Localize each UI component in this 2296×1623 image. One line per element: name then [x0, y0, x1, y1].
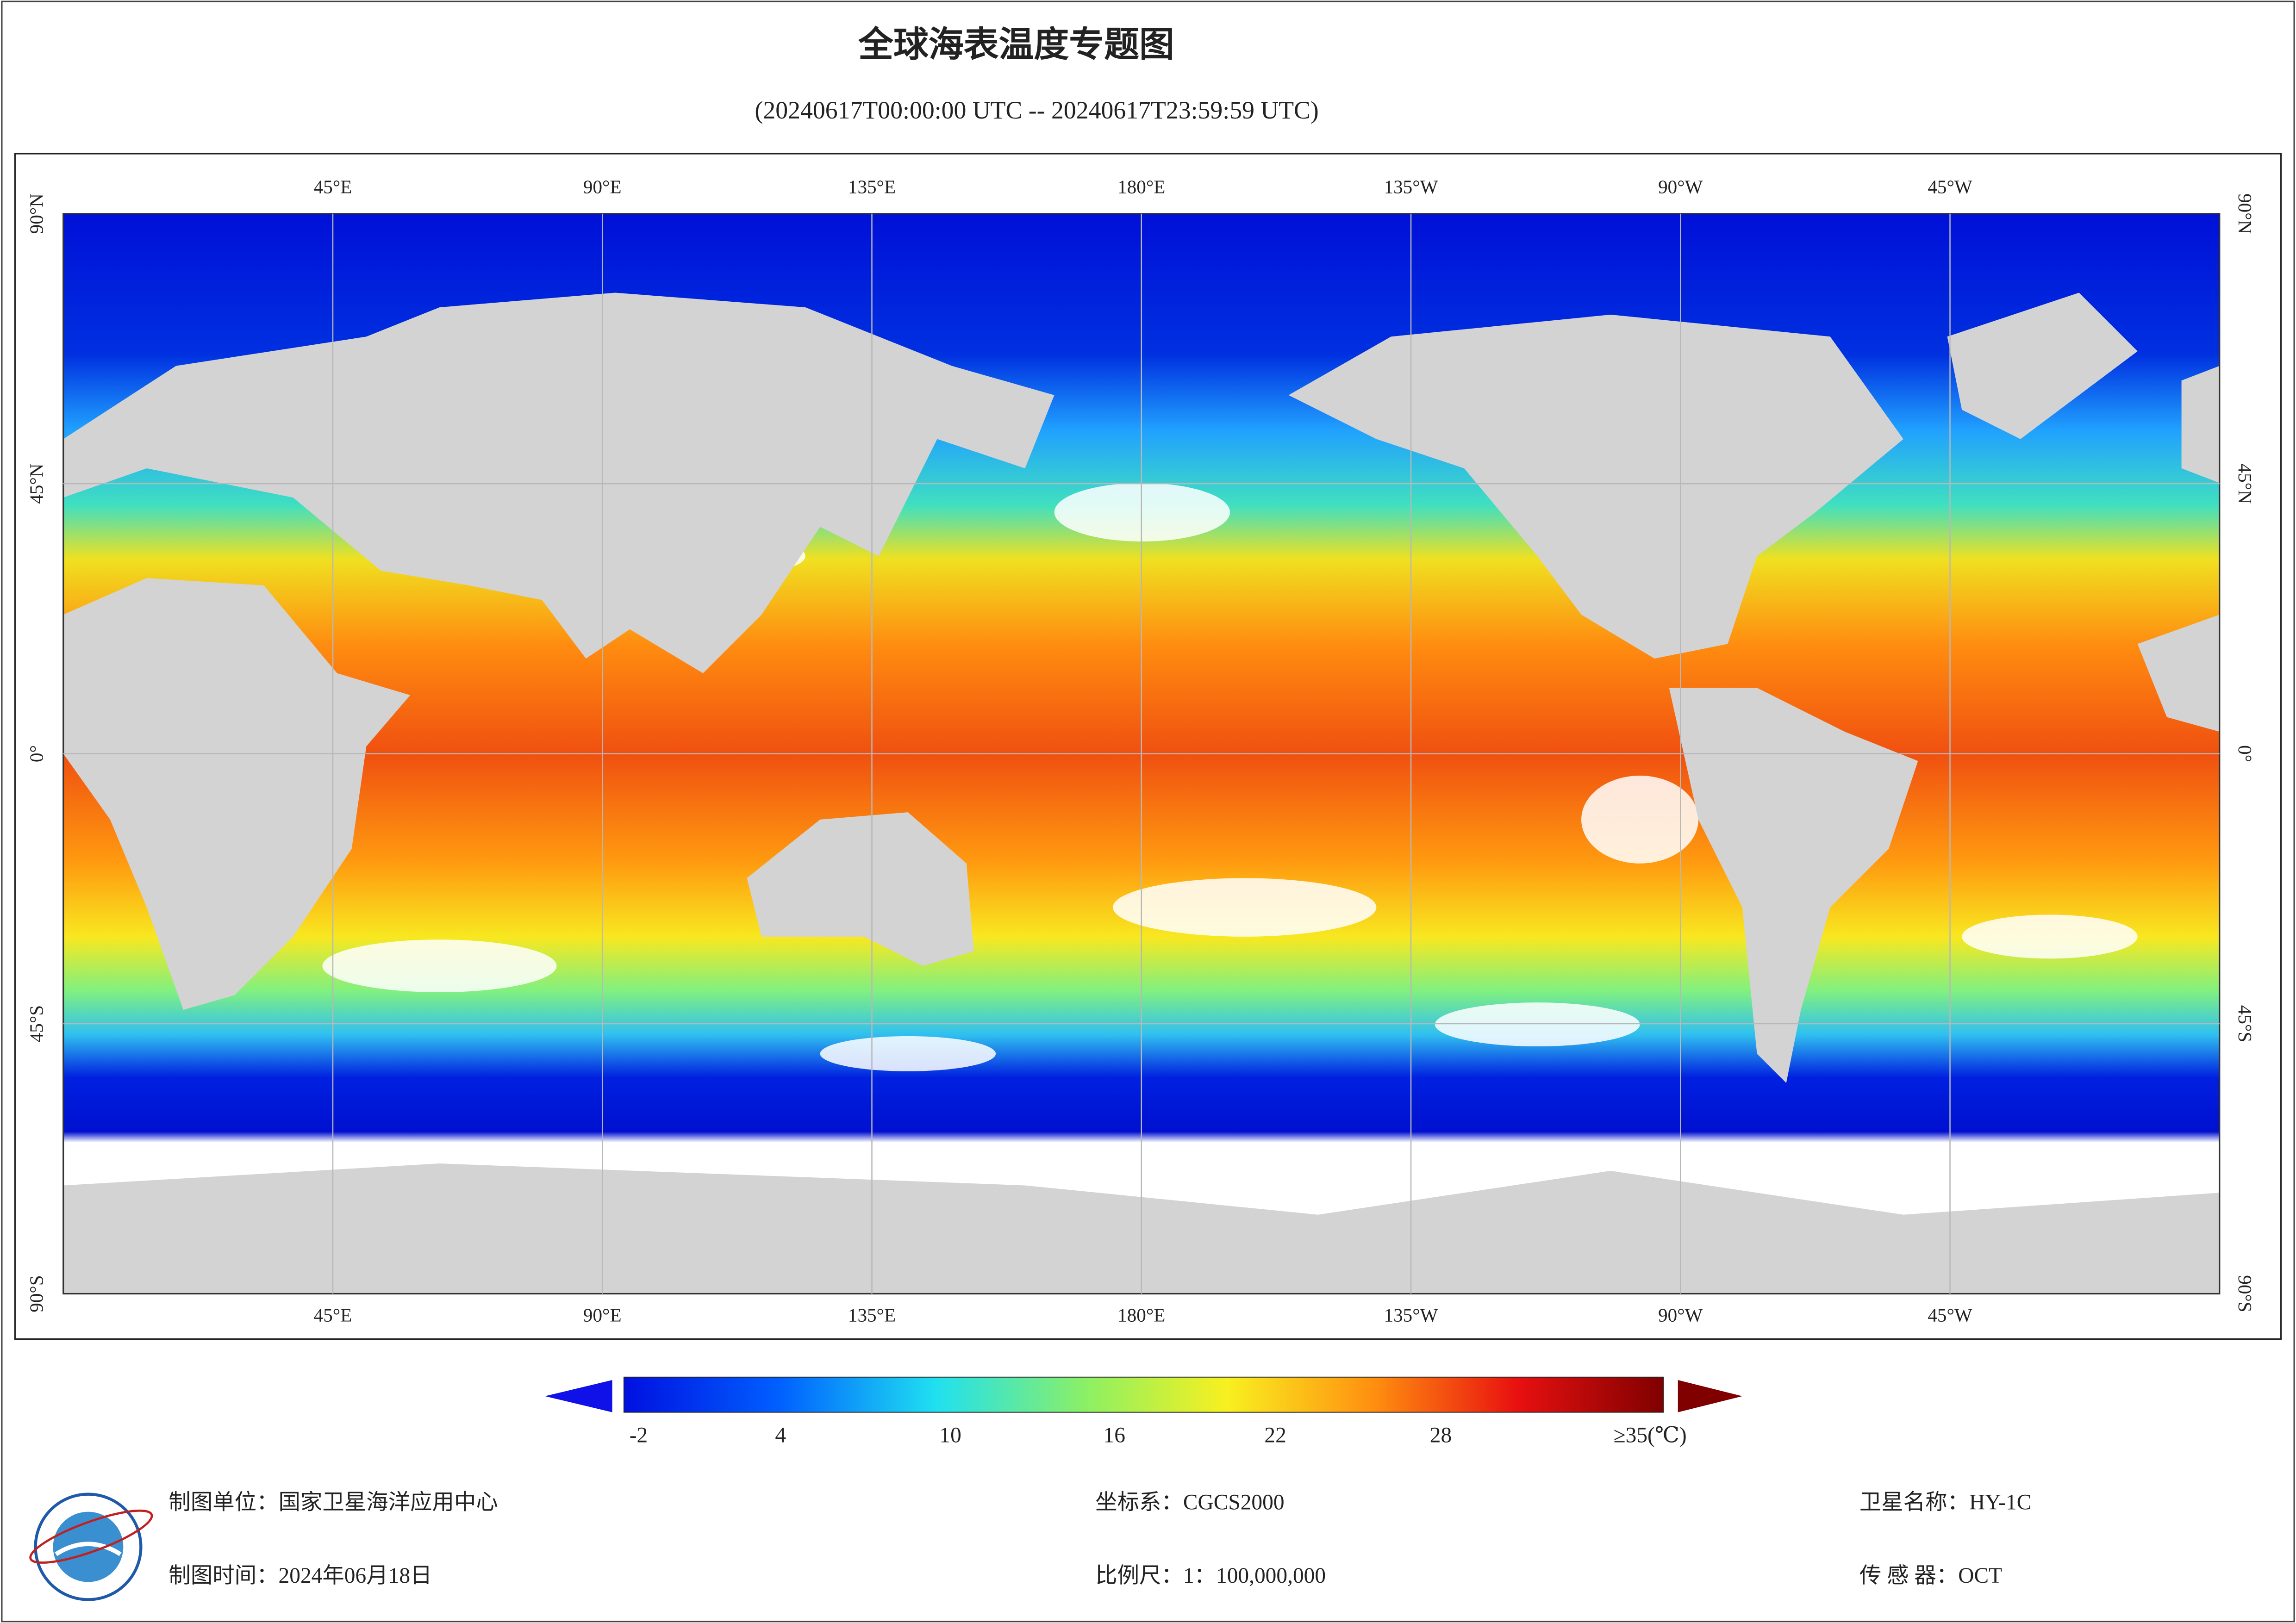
footer-unit: 制图单位：国家卫星海洋应用中心 — [168, 1491, 498, 1515]
lon-label-bottom: 135°W — [1384, 1305, 1438, 1326]
lon-label-top: 135°E — [848, 176, 896, 197]
greenland — [1947, 292, 2138, 439]
footer-scale: 比例尺：1：100,000,000 — [1095, 1564, 1326, 1588]
colorbar-min-arrow — [545, 1380, 612, 1412]
lon-label-top: 180°E — [1117, 176, 1165, 197]
lon-label-bottom: 180°E — [1117, 1305, 1165, 1326]
colorbar-label: 28 — [1430, 1423, 1452, 1447]
colorbar-label: ≥35(℃) — [1614, 1423, 1687, 1447]
lon-label-bottom: 45°E — [314, 1305, 352, 1326]
lat-label-right: 90°S — [2234, 1275, 2256, 1312]
footer-time: 制图时间：2024年06月18日 — [168, 1564, 432, 1588]
lon-label-top: 135°W — [1384, 176, 1438, 197]
colorbar-label: 22 — [1264, 1423, 1286, 1447]
eurasia — [63, 292, 1054, 673]
africa — [63, 578, 411, 1010]
lon-label-top: 45°E — [314, 176, 352, 197]
lon-label-top: 45°W — [1928, 176, 1972, 197]
lat-label-left: 0° — [25, 745, 47, 762]
colorbar-label: 4 — [775, 1423, 786, 1447]
map — [62, 213, 2221, 1295]
west-africa — [2137, 615, 2220, 732]
colorbar-max-arrow — [1678, 1380, 1742, 1412]
lat-label-right: 0° — [2234, 745, 2256, 762]
title: 全球海表温度专题图 — [858, 25, 1174, 64]
lon-label-bottom: 90°W — [1658, 1305, 1703, 1326]
colorbar-label: 16 — [1104, 1423, 1125, 1447]
lat-label-left: 90°S — [25, 1275, 47, 1312]
europe-west — [2181, 366, 2220, 483]
colorbar-label: -2 — [630, 1423, 648, 1447]
lon-label-bottom: 135°E — [848, 1305, 896, 1326]
lat-label-left: 90°N — [25, 193, 47, 234]
lat-label-right: 45°N — [2234, 464, 2256, 504]
lat-label-left: 45°S — [25, 1005, 47, 1042]
subtitle: (20240617T00:00:00 UTC -- 20240617T23:59… — [755, 96, 1319, 124]
lon-label-top: 90°E — [583, 176, 622, 197]
colorbar-label: 10 — [939, 1423, 961, 1447]
australia — [747, 812, 974, 966]
lon-label-top: 90°W — [1658, 176, 1703, 197]
lon-label-bottom: 90°E — [583, 1305, 622, 1326]
footer-crs: 坐标系：CGCS2000 — [1095, 1491, 1284, 1515]
north-america — [1288, 314, 1903, 659]
map-frame — [14, 153, 2282, 1340]
lat-label-right: 90°N — [2234, 193, 2256, 234]
lon-label-bottom: 45°W — [1928, 1305, 1972, 1326]
footer-satellite: 卫星名称：HY-1C — [1859, 1491, 2031, 1515]
footer-sensor: 传 感 器：OCT — [1859, 1564, 2002, 1588]
lat-label-left: 45°N — [25, 464, 47, 504]
lat-label-right: 45°S — [2234, 1005, 2256, 1042]
south-america — [1669, 688, 1918, 1083]
colorbar — [623, 1376, 1664, 1413]
logo — [29, 1492, 153, 1601]
